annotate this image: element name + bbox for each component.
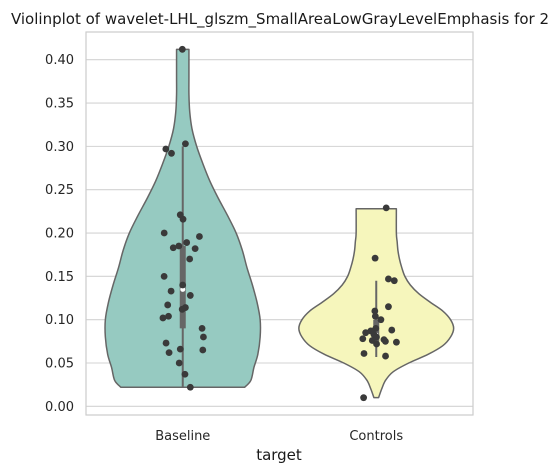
data-point: [165, 349, 173, 357]
data-point: [390, 277, 398, 285]
data-point: [371, 254, 379, 262]
data-point: [181, 370, 189, 378]
data-point: [382, 352, 389, 360]
y-tick-label: 0.40: [45, 53, 74, 68]
data-points: [159, 45, 400, 402]
data-point: [169, 244, 177, 252]
data-point: [200, 333, 207, 341]
data-point: [186, 383, 194, 391]
data-point: [385, 303, 392, 311]
y-tick-label: 0.15: [45, 270, 74, 285]
data-point: [178, 305, 186, 313]
data-point: [186, 255, 194, 263]
data-point: [183, 239, 191, 246]
data-point: [179, 281, 187, 289]
y-tick-label: 0.25: [45, 183, 74, 198]
data-point: [371, 312, 379, 320]
data-point: [362, 329, 370, 337]
data-point: [159, 314, 167, 322]
data-point: [382, 204, 390, 212]
data-point: [186, 292, 194, 299]
data-point: [371, 307, 379, 315]
x-axis-label: target: [256, 446, 302, 464]
data-point: [372, 324, 380, 332]
data-point: [199, 346, 207, 354]
data-point: [385, 275, 392, 283]
data-point: [198, 324, 206, 332]
data-point: [175, 242, 183, 250]
violins: [104, 48, 455, 399]
data-point: [393, 338, 400, 346]
data-point: [167, 287, 175, 295]
y-tick-label: 0.30: [45, 140, 74, 155]
y-tick-labels: 0.00 0.05 0.10 0.15 0.20 0.25 0.30 0.35 0.40: [45, 53, 74, 415]
data-point: [178, 45, 186, 53]
data-point: [168, 149, 175, 157]
data-point: [162, 145, 170, 153]
data-point: [388, 326, 396, 334]
y-tick-label: 0.20: [45, 227, 74, 242]
data-point: [360, 394, 368, 402]
y-tick-label: 0.35: [45, 97, 74, 112]
y-tick-label: 0.05: [45, 357, 74, 372]
x-tick-labels: Baseline Controls: [155, 429, 403, 444]
data-point: [179, 215, 187, 223]
plot-frame: [85, 31, 474, 416]
data-point: [377, 316, 385, 324]
data-point: [176, 345, 184, 353]
y-tick-label: 0.10: [45, 313, 74, 328]
data-point: [165, 312, 172, 320]
data-point: [373, 340, 380, 348]
data-point: [182, 140, 189, 148]
data-point: [359, 335, 367, 343]
data-point: [196, 233, 203, 240]
x-tick-label: Controls: [349, 429, 403, 444]
data-point: [162, 339, 170, 347]
data-point: [164, 301, 172, 309]
chart-title: Violinplot of wavelet-LHL_glszm_SmallAre…: [11, 10, 549, 29]
data-point: [175, 359, 183, 367]
x-tick-label: Baseline: [155, 429, 210, 444]
data-point: [360, 350, 368, 357]
data-point: [160, 272, 168, 280]
y-tick-label: 0.00: [45, 400, 74, 415]
data-point: [160, 229, 168, 237]
data-point: [382, 337, 389, 345]
data-point: [191, 245, 199, 253]
